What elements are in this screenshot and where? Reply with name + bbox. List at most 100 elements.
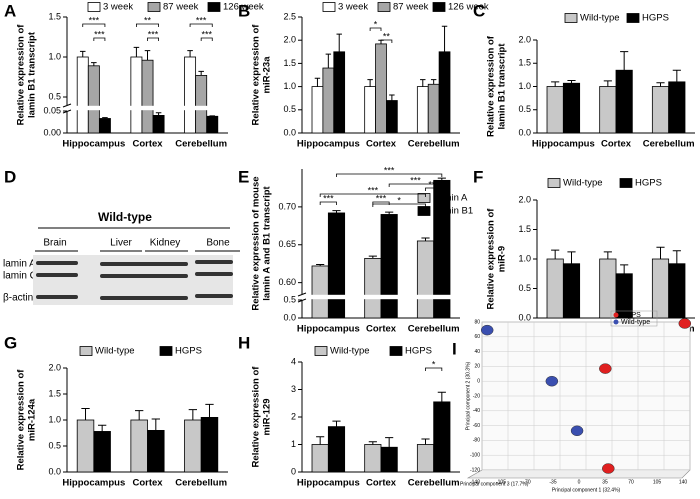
y-axis-label: lamin A and B1 transcript	[262, 185, 273, 300]
y-tick-label: 0	[291, 466, 296, 476]
significance-bracket	[319, 201, 337, 205]
y-tick-label: 0	[477, 379, 480, 385]
panel-letter: H	[238, 333, 250, 352]
error-bar	[188, 409, 198, 420]
blot-title: Wild-type	[98, 210, 152, 224]
significance-label: ***	[323, 193, 334, 203]
panel-letter: B	[238, 1, 250, 20]
y-tick-label: 1.0	[518, 81, 531, 91]
significance-bracket	[369, 27, 382, 31]
x-tick-label: Cortex	[132, 139, 163, 150]
significance-bracket	[189, 23, 213, 27]
x-tick-label: Hippocampus	[297, 324, 360, 335]
bar	[130, 56, 143, 134]
x-tick-label: Cerebellum	[408, 324, 460, 335]
bar-chart: F Relative expression of miR-9 0.0 0.5 1.0 1.5…	[473, 167, 695, 335]
panel-letter: C	[473, 1, 485, 20]
bar	[615, 69, 633, 134]
y-tick-label: -20	[473, 393, 480, 399]
bar-chart: G Relative expression of miR-124a 0.0 0.5 1.0…	[4, 333, 228, 489]
y-tick-label: 1.0	[48, 51, 61, 61]
bar-chart: H Relative expression of miR-129 0 1 2 3 4 Hippo…	[238, 333, 460, 489]
panel-letter: A	[4, 1, 16, 20]
significance-label: *	[397, 195, 401, 205]
y-axis-label: miR-23a	[262, 56, 273, 94]
x-tick-label: Hippocampus	[297, 139, 360, 150]
legend-label: 3 week	[103, 2, 133, 13]
y-tick-label: 1.0	[518, 253, 531, 263]
error-bar	[567, 251, 576, 264]
legend-label: Wild-type	[621, 319, 650, 326]
significance-label: ***	[368, 185, 379, 195]
bar	[416, 444, 435, 473]
error-bar	[385, 437, 394, 448]
legend-label: HGPS	[405, 346, 432, 357]
error-bar	[332, 420, 341, 427]
x-tick-label: -105	[496, 479, 506, 485]
error-bar	[102, 117, 108, 119]
y-tick-label: 2.0	[283, 35, 296, 45]
y-tick-label: 0.5	[518, 104, 531, 114]
tissue-label: Bone	[206, 238, 230, 249]
error-bar	[656, 82, 665, 87]
legend-label: HGPS	[175, 346, 202, 357]
y-axis-label: miR-124a	[27, 398, 38, 441]
error-bar	[672, 69, 681, 82]
bar	[416, 240, 435, 319]
panel-letter: D	[4, 167, 16, 186]
y-axis-label: Relative expression of	[486, 208, 497, 310]
tissue-label: Kidney	[150, 238, 181, 249]
axis-break	[296, 294, 462, 300]
x-tick-label: 140	[679, 479, 688, 485]
panel-letter: F	[473, 167, 483, 186]
legend-label: 126 week	[448, 2, 489, 13]
error-bar	[135, 410, 144, 420]
bar-chart: E Relative expression of mouse lamin A and…	[238, 165, 473, 334]
bar	[562, 263, 581, 319]
significance-label: ***	[201, 29, 212, 39]
bar	[599, 258, 617, 319]
y-tick-label: 40	[474, 349, 480, 355]
y-tick-label: -120	[470, 467, 480, 473]
legend-label: HGPS	[635, 178, 662, 189]
bar	[380, 214, 398, 319]
error-bar	[389, 94, 395, 101]
error-bar	[420, 79, 426, 87]
bar	[599, 86, 617, 134]
y-tick-label: 60	[474, 334, 480, 340]
error-bar	[368, 255, 377, 259]
error-bar	[91, 62, 97, 66]
bar	[364, 257, 382, 319]
break-marks	[297, 292, 307, 303]
significance-label: ***	[89, 15, 100, 25]
bar	[206, 115, 219, 134]
y-tick-label: 1.5	[48, 11, 61, 21]
y-tick-label: 2	[291, 411, 296, 421]
bar	[184, 56, 197, 134]
x-tick-label: -140	[470, 479, 480, 485]
error-bar	[367, 79, 373, 87]
bar	[651, 86, 670, 134]
significance-label: ***	[148, 29, 159, 39]
legend-label: HGPS	[621, 312, 641, 319]
bar	[76, 56, 89, 134]
error-bar	[385, 211, 394, 215]
legend-label: Lamin A	[433, 193, 468, 204]
significance-bracket	[136, 23, 159, 27]
z-axis-label: Principal component 3 (17.7%)	[460, 481, 529, 487]
y-axis-label: miR-129	[262, 399, 273, 436]
error-bar	[155, 112, 162, 116]
error-bar	[368, 441, 377, 445]
y-tick-label: 1.5	[518, 224, 531, 234]
y-axis-label: Relative expression of	[16, 24, 27, 126]
break-marks	[62, 103, 72, 114]
y-axis-label: Relative expression of	[16, 369, 27, 471]
error-bar	[551, 81, 560, 87]
y-axis-label: Relative expression of	[251, 24, 262, 126]
legend-swatch	[417, 193, 431, 203]
legend-swatch	[432, 2, 446, 12]
y-tick-label: -60	[473, 423, 480, 429]
bar	[195, 75, 208, 134]
axis-break	[61, 105, 230, 111]
